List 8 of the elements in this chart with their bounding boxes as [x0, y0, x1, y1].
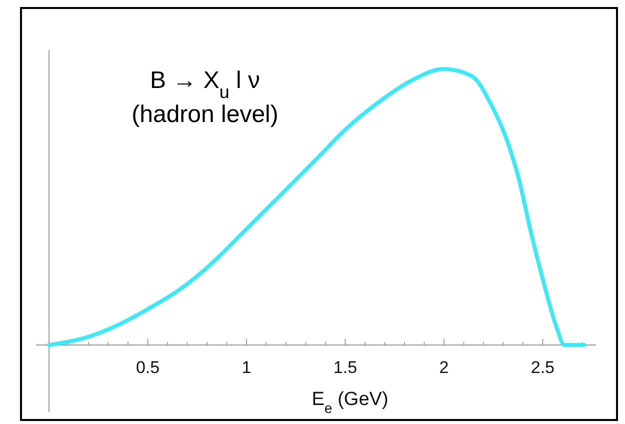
x-tick-label: 2.5 — [530, 358, 555, 377]
x-tick-label: 1 — [242, 358, 252, 377]
annotation: B → X$_{u}$ l ν — [150, 67, 260, 102]
x-tick-label: 1.5 — [333, 358, 358, 377]
x-axis-title: E$_{e}$ (GeV) — [312, 389, 388, 417]
x-tick-label: 2 — [439, 358, 449, 377]
annotation: (hadron level) — [132, 101, 278, 128]
x-tick-label: 0.5 — [136, 358, 160, 377]
